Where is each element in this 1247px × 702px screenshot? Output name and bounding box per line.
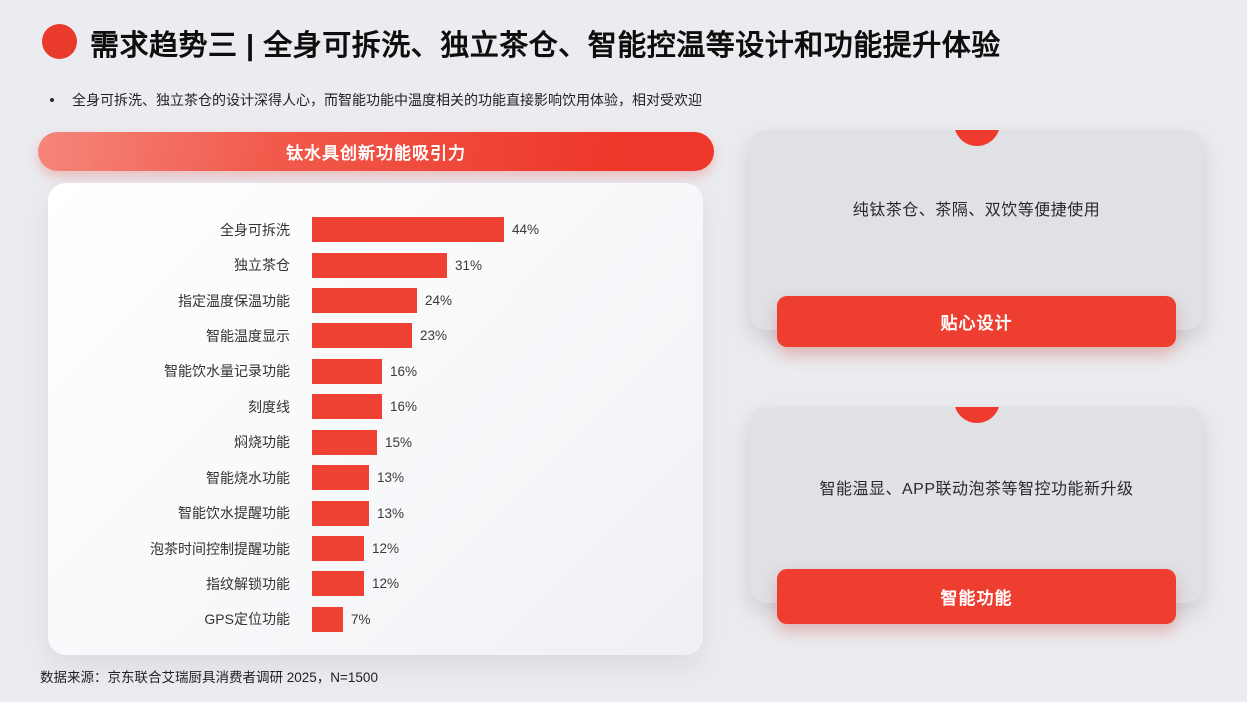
bar-track: 15% bbox=[312, 429, 413, 455]
bar-value: 7% bbox=[351, 611, 371, 627]
bar-label: 全身可拆洗 bbox=[220, 221, 290, 238]
design-card-button-label: 贴心设计 bbox=[940, 314, 1013, 333]
bar-label: 智能饮水提醒功能 bbox=[178, 505, 290, 522]
chart-row: 泡茶时间控制提醒功能 12% bbox=[70, 531, 683, 566]
chart-row: 指纹解锁功能 12% bbox=[70, 566, 683, 601]
bullet-dot-icon bbox=[50, 98, 54, 102]
smart-card-description: 智能温显、APP联动泡茶等智控功能新升级 bbox=[819, 481, 1134, 498]
bar-label: GPS定位功能 bbox=[204, 611, 290, 628]
bar-label: 智能烧水功能 bbox=[206, 469, 290, 486]
bar-label: 泡茶时间控制提醒功能 bbox=[150, 540, 290, 557]
bar bbox=[312, 571, 364, 597]
chart-row: 智能烧水功能 13% bbox=[70, 460, 683, 495]
bar-value: 44% bbox=[512, 222, 540, 238]
bar-label: 智能饮水量记录功能 bbox=[164, 363, 290, 380]
bar-label: 独立茶仓 bbox=[234, 257, 290, 274]
data-source-note: 数据来源：京东联合艾瑞厨具消费者调研 2025，N=1500 bbox=[40, 670, 378, 685]
bar-track: 16% bbox=[312, 394, 418, 420]
notch-circle-icon bbox=[953, 130, 1000, 146]
page-title: 需求趋势三 | 全身可拆洗、独立茶仓、智能控温等设计和功能提升体验 bbox=[90, 30, 1001, 62]
smart-card-button: 智能功能 bbox=[777, 569, 1176, 624]
bar-chart: 全身可拆洗 44% 独立茶仓 31% 指定温度保温功能 24% 智能温度显示 23% 智能饮水量… bbox=[70, 212, 683, 637]
summary-text: 全身可拆洗、独立茶仓的设计深得人心，而智能功能中温度相关的功能直接影响饮用体验，… bbox=[72, 92, 702, 108]
bar-value: 15% bbox=[385, 434, 413, 450]
bar-track: 23% bbox=[312, 323, 448, 349]
bar-label: 智能温度显示 bbox=[206, 327, 290, 344]
bar bbox=[312, 358, 382, 384]
bar bbox=[312, 536, 364, 561]
bar-value: 13% bbox=[377, 470, 405, 486]
bar bbox=[312, 606, 343, 632]
bar-label: 指纹解锁功能 bbox=[206, 575, 290, 592]
bar-track: 13% bbox=[312, 500, 405, 526]
bar bbox=[312, 500, 369, 526]
bar-label: 焖烧功能 bbox=[234, 434, 290, 451]
bar-track: 12% bbox=[312, 571, 400, 597]
chart-row: 智能饮水量记录功能 16% bbox=[70, 354, 683, 389]
bar-track: 12% bbox=[312, 536, 399, 561]
bar-value: 31% bbox=[455, 257, 483, 273]
summary-bullet: 全身可拆洗、独立茶仓的设计深得人心，而智能功能中温度相关的功能直接影响饮用体验，… bbox=[50, 90, 702, 110]
smart-card-button-label: 智能功能 bbox=[940, 589, 1013, 608]
bar-value: 23% bbox=[420, 328, 448, 344]
bar-track: 13% bbox=[312, 465, 405, 491]
design-card-description: 纯钛茶仓、茶隔、双饮等便捷使用 bbox=[852, 202, 1101, 219]
chart-title-label: 钛水具创新功能吸引力 bbox=[286, 144, 466, 163]
bar-track: 24% bbox=[312, 288, 453, 314]
chart-row: 焖烧功能 15% bbox=[70, 425, 683, 460]
bar-value: 13% bbox=[377, 505, 405, 521]
chart-row: 智能饮水提醒功能 13% bbox=[70, 495, 683, 530]
bar-value: 12% bbox=[372, 576, 400, 592]
bar bbox=[312, 465, 369, 491]
bar-label: 刻度线 bbox=[248, 398, 290, 415]
notch-circle-icon bbox=[953, 407, 1000, 423]
chart-row: 全身可拆洗 44% bbox=[70, 212, 683, 247]
chart-row: 智能温度显示 23% bbox=[70, 318, 683, 353]
bar-track: 16% bbox=[312, 358, 418, 384]
chart-row: 独立茶仓 31% bbox=[70, 247, 683, 282]
bar-track: 44% bbox=[312, 217, 540, 243]
bar bbox=[312, 429, 377, 455]
bar bbox=[312, 323, 412, 349]
bar-value: 16% bbox=[390, 363, 418, 379]
bar bbox=[312, 217, 504, 243]
bar-value: 16% bbox=[390, 399, 418, 415]
chart-row: 指定温度保温功能 24% bbox=[70, 283, 683, 318]
bar bbox=[312, 288, 417, 314]
chart-row: GPS定位功能 7% bbox=[70, 602, 683, 637]
bar-value: 24% bbox=[425, 293, 453, 309]
bar-value: 12% bbox=[372, 541, 400, 556]
bar-track: 7% bbox=[312, 606, 371, 632]
bar-track: 31% bbox=[312, 252, 483, 278]
bar bbox=[312, 252, 447, 278]
bar bbox=[312, 394, 382, 420]
bar-label: 指定温度保温功能 bbox=[178, 292, 290, 309]
bar-chart-card: 全身可拆洗 44% 独立茶仓 31% 指定温度保温功能 24% 智能温度显示 23% 智能饮水量… bbox=[48, 183, 703, 655]
chart-row: 刻度线 16% bbox=[70, 389, 683, 424]
design-card-button: 贴心设计 bbox=[777, 296, 1176, 347]
chart-title-banner: 钛水具创新功能吸引力 bbox=[38, 132, 714, 171]
red-dot-icon bbox=[42, 24, 77, 59]
